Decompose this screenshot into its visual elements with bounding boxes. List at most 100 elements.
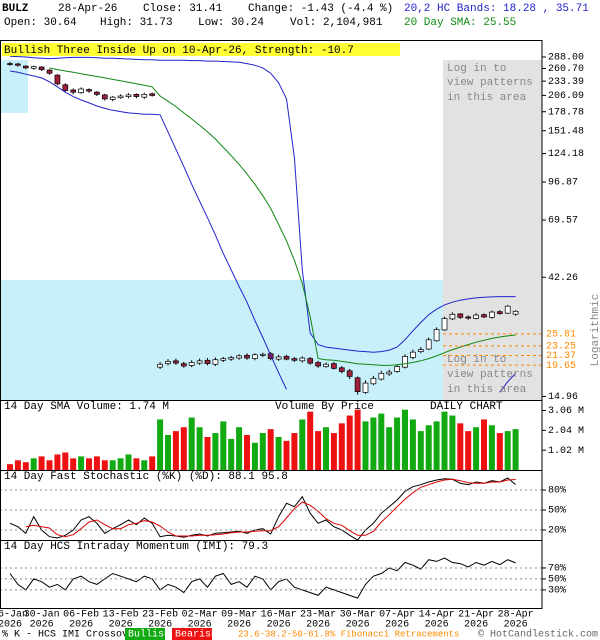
candle-body bbox=[275, 356, 282, 360]
volume-bar bbox=[101, 460, 108, 470]
series-line bbox=[49, 67, 516, 366]
candle-body bbox=[433, 329, 440, 342]
volume-bar bbox=[512, 429, 519, 470]
high: High: 31.73 bbox=[100, 17, 173, 29]
x-tick-label: 21-Apr bbox=[458, 610, 494, 621]
candle-body bbox=[22, 65, 29, 69]
candle-body bbox=[133, 94, 140, 97]
x-tick-year: 2026 bbox=[464, 620, 488, 631]
candle-body bbox=[496, 311, 503, 314]
candle-body bbox=[204, 359, 211, 365]
volume-bar bbox=[378, 413, 385, 470]
volume-bar bbox=[251, 442, 258, 470]
volume-bar bbox=[30, 458, 37, 470]
close: Close: 31.41 bbox=[143, 3, 223, 15]
volume-bar bbox=[346, 415, 353, 470]
volume-bar bbox=[425, 425, 432, 470]
y-tick-label: 30% bbox=[548, 586, 566, 597]
candle-body bbox=[370, 378, 377, 385]
restricted-area bbox=[443, 60, 542, 400]
volume-bar bbox=[504, 431, 511, 470]
candle-body bbox=[165, 361, 171, 365]
volume-bar bbox=[109, 460, 116, 470]
volume-bar bbox=[417, 431, 424, 470]
fib-label: 23.25 bbox=[546, 341, 576, 352]
volume-bar bbox=[14, 460, 21, 470]
volume-bar bbox=[93, 456, 100, 470]
x-tick-label: 02-Mar bbox=[182, 610, 218, 621]
volume-bar bbox=[441, 411, 448, 470]
candle-body bbox=[362, 382, 369, 393]
notice-line: view patterns bbox=[447, 77, 533, 89]
volume-bar bbox=[78, 456, 85, 470]
x-tick-year: 2026 bbox=[0, 620, 22, 631]
candle-body bbox=[30, 66, 37, 69]
volume-bar bbox=[457, 423, 464, 470]
sma: 20 Day SMA: 25.55 bbox=[404, 17, 516, 29]
volume-bar bbox=[323, 427, 329, 470]
notice-line: in this area bbox=[447, 384, 527, 396]
pattern-label-box bbox=[2, 43, 400, 56]
x-tick-year: 2026 bbox=[306, 620, 330, 631]
crossover-label: % K - HCS IMI Crossover, bbox=[2, 630, 146, 640]
candle-body bbox=[449, 313, 456, 320]
volume-bar bbox=[46, 460, 53, 470]
candle-body bbox=[394, 366, 400, 372]
x-tick-label: 30-Mar bbox=[340, 610, 376, 621]
header: BULZ 28-Apr-26 Close: 31.41 Change: -1.4… bbox=[2, 3, 589, 29]
candle-body bbox=[457, 313, 464, 318]
y-tick-label: 50% bbox=[548, 575, 566, 586]
volume-bar bbox=[354, 409, 361, 470]
y-tick-label: 70% bbox=[548, 564, 566, 575]
candle-body bbox=[283, 356, 290, 360]
volume-bar bbox=[362, 421, 369, 470]
x-tick-year: 2026 bbox=[69, 620, 93, 631]
series-line bbox=[25, 478, 516, 538]
volume-bar bbox=[125, 454, 132, 470]
volume-bar bbox=[204, 436, 211, 470]
series-line bbox=[9, 70, 516, 393]
candle-body bbox=[149, 93, 156, 96]
y-tick-label: 14.96 bbox=[548, 392, 578, 403]
panel-plot bbox=[7, 409, 519, 470]
symbol: BULZ bbox=[2, 3, 29, 15]
candle-body bbox=[54, 74, 61, 85]
x-tick-label: 16-Mar bbox=[261, 610, 297, 621]
low: Low: 30.24 bbox=[198, 17, 264, 29]
y-tick-label: 288.00 bbox=[548, 53, 584, 64]
y-tick-label: 260.70 bbox=[548, 64, 584, 75]
volume-bar bbox=[7, 464, 13, 470]
candle-body bbox=[441, 318, 448, 331]
volume-bar bbox=[402, 409, 408, 470]
annotation: Volume By Price bbox=[275, 401, 374, 413]
y-tick-label: 42.26 bbox=[548, 273, 578, 284]
notice-line: in this area bbox=[447, 92, 527, 104]
scale-note: Logarithmic bbox=[590, 294, 600, 367]
volume-bar bbox=[465, 431, 472, 470]
volume-bar bbox=[315, 431, 322, 470]
candle-body bbox=[228, 357, 235, 360]
x-tick-label: 09-Mar bbox=[221, 610, 257, 621]
volume-bar bbox=[299, 419, 306, 470]
volume-bar bbox=[188, 417, 195, 470]
volume-bar bbox=[488, 425, 495, 470]
x-tick-label: 23-Mar bbox=[300, 610, 336, 621]
candle-body bbox=[425, 339, 432, 350]
x-tick-label: 14-Apr bbox=[419, 610, 455, 621]
notice-line: Log in to bbox=[447, 354, 506, 366]
candle-body bbox=[78, 88, 84, 94]
volume-bar bbox=[196, 427, 203, 470]
candle-body bbox=[125, 94, 132, 97]
candle-body bbox=[62, 84, 69, 91]
candle-body bbox=[323, 363, 329, 367]
volume-bar bbox=[54, 454, 61, 470]
volume-bar bbox=[62, 452, 69, 470]
x-tick-year: 2026 bbox=[346, 620, 370, 631]
series-line bbox=[9, 55, 516, 353]
footer: % K - HCS IMI Crossover, Bullish Bearish… bbox=[2, 628, 598, 640]
candle-body bbox=[299, 357, 306, 362]
volume: Vol: 2,104,981 bbox=[290, 17, 383, 29]
candle-body bbox=[354, 377, 361, 392]
